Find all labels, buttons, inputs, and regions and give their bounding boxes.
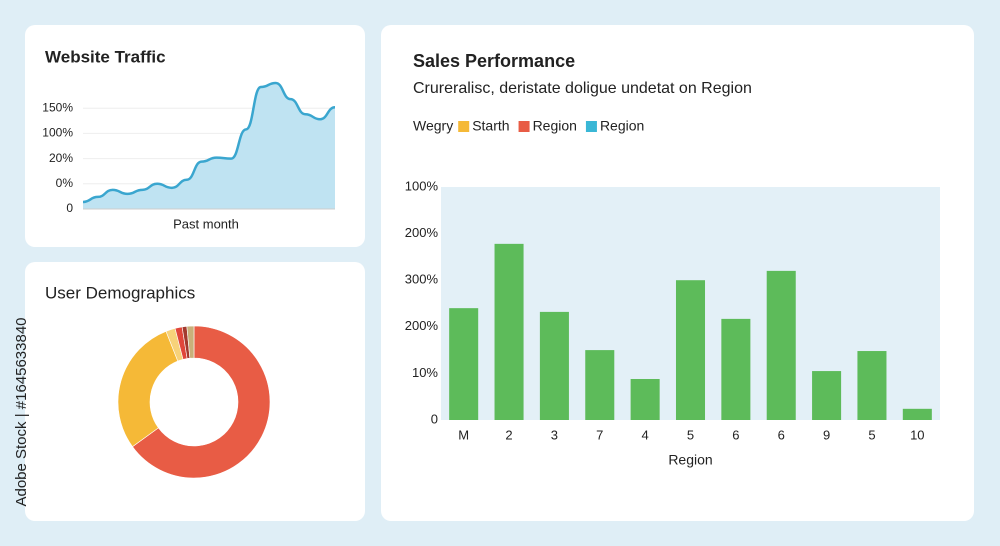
x-tick-label: 2 bbox=[505, 427, 512, 442]
bar bbox=[539, 311, 569, 420]
bar bbox=[902, 408, 932, 420]
bar bbox=[857, 351, 887, 420]
y-tick-label: 300% bbox=[405, 272, 439, 287]
x-tick-label: 5 bbox=[687, 427, 694, 442]
bar bbox=[494, 243, 524, 420]
legend-label: Region bbox=[600, 118, 644, 134]
y-tick-label: 200% bbox=[405, 318, 439, 333]
legend-title: Wegry bbox=[413, 118, 453, 134]
y-tick-label: 0 bbox=[66, 201, 73, 215]
x-axis-label: Region bbox=[668, 452, 712, 468]
x-tick-label: 7 bbox=[596, 427, 603, 442]
bar bbox=[812, 371, 842, 420]
bar bbox=[449, 308, 479, 420]
legend-label: Starth bbox=[472, 118, 509, 134]
chart-subtitle: Crureralisc, deristate doligue undetat o… bbox=[413, 80, 752, 97]
x-tick-label: 6 bbox=[778, 427, 785, 442]
x-tick-label: 4 bbox=[642, 427, 649, 442]
x-tick-label: 3 bbox=[551, 427, 558, 442]
x-tick-label: 5 bbox=[868, 427, 875, 442]
bar bbox=[630, 378, 660, 420]
legend-swatch bbox=[518, 121, 530, 132]
x-tick-label: 9 bbox=[823, 427, 830, 442]
line bbox=[82, 81, 336, 204]
y-tick-label: 20% bbox=[49, 151, 73, 165]
legend-swatch bbox=[585, 121, 597, 132]
x-tick-label: 10 bbox=[910, 427, 924, 442]
legend-label: Region bbox=[533, 118, 577, 134]
slice bbox=[117, 330, 179, 448]
bar bbox=[675, 280, 706, 420]
y-tick-label: 0 bbox=[431, 411, 438, 426]
chart-title: Website Traffic bbox=[45, 47, 166, 66]
x-tick-label: 6 bbox=[732, 427, 739, 442]
y-tick-label: 200% bbox=[405, 225, 439, 240]
y-tick-label: 100% bbox=[405, 178, 439, 193]
y-tick-label: 150% bbox=[42, 100, 73, 114]
y-tick-label: 100% bbox=[42, 126, 73, 140]
bar bbox=[766, 270, 796, 420]
slice bbox=[132, 325, 271, 479]
chart-title: User Demographics bbox=[45, 283, 195, 302]
side-label: Adobe Stock | #1645633840 bbox=[13, 317, 30, 506]
y-tick-label: 0% bbox=[56, 176, 74, 190]
y-tick-label: 10% bbox=[412, 365, 438, 380]
legend-swatch bbox=[458, 121, 470, 132]
chart-title: Sales Performance bbox=[413, 51, 575, 71]
bar bbox=[585, 350, 615, 420]
bar bbox=[721, 318, 751, 420]
card bbox=[25, 262, 365, 521]
x-tick-label: M bbox=[458, 427, 469, 442]
slice bbox=[186, 325, 195, 359]
x-axis-label: Past month bbox=[173, 216, 239, 231]
area bbox=[83, 83, 335, 209]
